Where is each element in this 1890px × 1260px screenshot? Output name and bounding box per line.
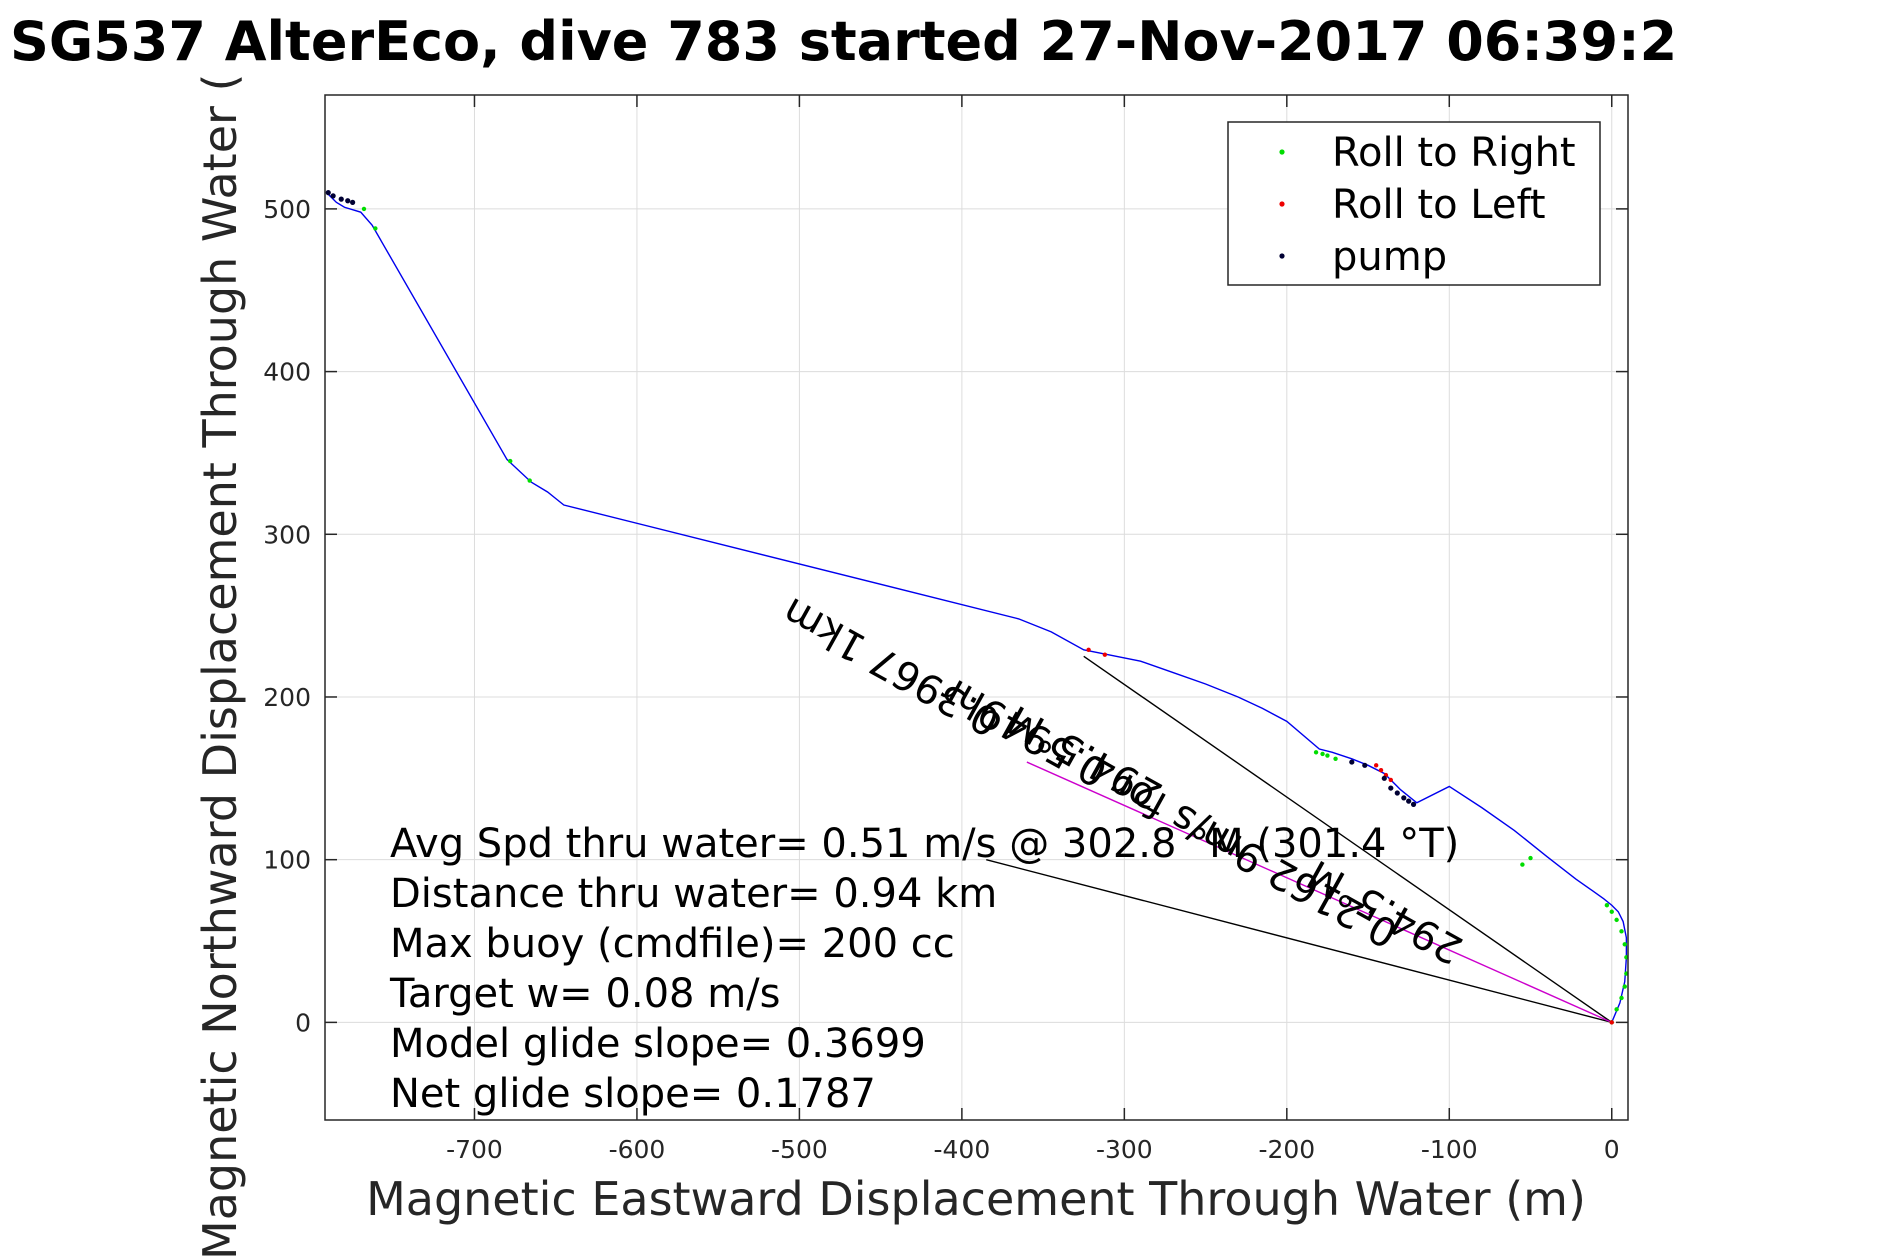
roll-right-point xyxy=(1614,1007,1619,1012)
pump-point xyxy=(325,190,331,196)
pump-point xyxy=(1362,762,1368,768)
roll-right-point xyxy=(1604,903,1610,908)
roll-right-point xyxy=(1622,984,1627,989)
roll-left-point xyxy=(1388,777,1393,783)
pump-point xyxy=(1410,801,1417,807)
x-tick-label: 0 xyxy=(1604,1135,1620,1164)
stats-line: Model glide slope= 0.3699 xyxy=(390,1021,926,1067)
pump-point xyxy=(1394,790,1400,796)
roll-right-point xyxy=(1619,995,1624,1001)
x-axis-label: Magnetic Eastward Displacement Through W… xyxy=(366,1172,1586,1226)
stats-line: Target w= 0.08 m/s xyxy=(389,971,780,1017)
pump-point xyxy=(330,193,336,199)
roll-right-point xyxy=(1619,929,1624,934)
legend-label: Roll to Left xyxy=(1332,182,1546,228)
y-axis-label: Magnetic Northward Displacement Through … xyxy=(193,74,247,1260)
stats-line: Avg Spd thru water= 0.51 m/s @ 302.8 °M … xyxy=(390,821,1459,867)
roll-right-point xyxy=(1313,750,1319,755)
y-tick-label: 400 xyxy=(263,358,311,387)
x-tick-label: -400 xyxy=(934,1135,991,1164)
pump-point xyxy=(1381,775,1387,781)
x-tick-label: -600 xyxy=(609,1135,666,1164)
legend-marker xyxy=(1279,149,1285,155)
pump-point xyxy=(338,196,344,202)
y-tick-label: 200 xyxy=(263,683,311,712)
stats-text-block: Avg Spd thru water= 0.51 m/s @ 302.8 °M … xyxy=(389,821,1459,1117)
pump-point xyxy=(345,198,351,204)
legend-marker xyxy=(1279,253,1285,259)
x-tick-label: -200 xyxy=(1258,1135,1315,1164)
dive-track-line xyxy=(327,193,1628,1023)
roll-left-point xyxy=(1373,763,1379,768)
roll-right-point xyxy=(1520,862,1525,867)
pump-point xyxy=(1349,759,1355,765)
roll-right-point xyxy=(508,458,513,464)
roll-right-point xyxy=(1320,751,1325,757)
y-tick-label: 0 xyxy=(295,1008,311,1037)
chart-title: SG537 AlterEco, dive 783 started 27-Nov-… xyxy=(10,10,1677,73)
pump-point xyxy=(350,199,356,205)
x-tick-label: -700 xyxy=(446,1135,503,1164)
roll-left-point xyxy=(1609,1020,1614,1025)
roll-right-point xyxy=(373,226,378,231)
current-vector-line xyxy=(1083,655,1613,1023)
roll-right-point xyxy=(1333,756,1338,762)
roll-right-point xyxy=(1614,917,1619,923)
roll-left-point xyxy=(1086,647,1091,653)
x-tick-label: -500 xyxy=(771,1135,828,1164)
legend-box xyxy=(1227,121,1601,286)
axis-ticks: -700 -600 -500 -400 -300 -200 -100 0 0 100 200 300 4… xyxy=(263,95,1628,1164)
roll-right-point xyxy=(361,206,367,212)
x-tick-label: -100 xyxy=(1421,1135,1478,1164)
roll-right-point xyxy=(527,478,532,483)
surface-vector-line xyxy=(986,859,1612,1024)
y-tick-label: 500 xyxy=(263,195,311,224)
legend: Roll to Right Roll to Left pump xyxy=(1227,121,1601,286)
y-tick-label: 100 xyxy=(263,846,311,875)
roll-left-point xyxy=(1378,767,1384,773)
roll-right-point xyxy=(1609,909,1614,914)
legend-label: Roll to Right xyxy=(1332,130,1576,176)
pump-point xyxy=(1401,795,1407,801)
heading-line xyxy=(1026,761,1613,1024)
roll-right-point xyxy=(1528,855,1533,861)
stats-line: Max buoy (cmdfile)= 200 cc xyxy=(390,921,955,967)
x-tick-label: -300 xyxy=(1096,1135,1153,1164)
roll-left-point xyxy=(1102,652,1108,657)
roll-right-point xyxy=(1325,753,1330,758)
legend-label: pump xyxy=(1332,234,1447,280)
legend-marker xyxy=(1279,201,1285,207)
pump-point xyxy=(1388,785,1394,791)
vector-annotation: 0.2162 9m/s for 0.5949hr xyxy=(933,667,1405,956)
axes-box xyxy=(324,94,1629,1121)
roll-right-point xyxy=(1622,942,1627,947)
stats-line: Distance thru water= 0.94 km xyxy=(390,871,997,917)
stats-line: Net glide slope= 0.1787 xyxy=(390,1071,876,1117)
pump-point xyxy=(1406,798,1412,804)
y-tick-label: 300 xyxy=(263,520,311,549)
